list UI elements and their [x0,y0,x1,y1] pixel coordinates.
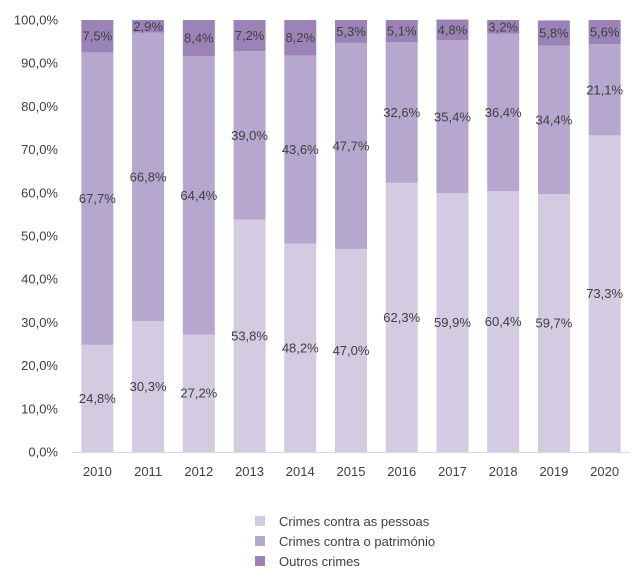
y-tick-label: 10,0% [21,401,58,416]
data-label: 36,4% [485,105,522,120]
x-tick-label: 2016 [387,464,416,479]
data-label: 39,0% [231,128,268,143]
y-tick-label: 60,0% [21,185,58,200]
legend-swatch [255,556,265,566]
bar-segment [588,135,621,452]
legend-swatch [255,536,265,546]
data-label: 32,6% [383,105,420,120]
data-label: 35,4% [434,109,471,124]
data-label: 7,2% [235,28,265,43]
data-label: 4,8% [438,22,468,37]
bar-segment [284,20,317,56]
data-label: 5,8% [539,25,569,40]
data-label: 59,9% [434,315,471,330]
bar-segment [233,51,266,220]
bar-segment [537,194,570,452]
bar-segment [385,42,418,183]
chart-legend: Crimes contra as pessoas Crimes contra o … [255,511,515,571]
legend-swatch [255,516,265,526]
data-label: 7,5% [83,29,113,44]
bar-segment [284,243,317,452]
legend-item: Crimes contra o património [255,531,515,551]
x-tick-label: 2011 [134,464,162,479]
bar-segment [335,248,367,452]
y-tick-label: 50,0% [21,229,58,244]
data-label: 24,8% [79,391,116,406]
data-label: 67,7% [79,191,116,206]
y-tick-label: 70,0% [21,142,58,157]
data-label: 5,6% [590,25,620,40]
bar-segment [487,20,520,34]
data-label: 8,4% [184,31,214,46]
bar-segment [436,19,469,41]
bar-segment [436,193,469,452]
bar-segment [385,20,418,43]
data-label: 5,1% [387,24,417,39]
bar-segment [132,321,165,452]
data-label: 34,4% [535,112,572,127]
x-tick-label: 2015 [337,464,366,479]
bar-segment [132,20,165,33]
x-tick-label: 2013 [235,464,264,479]
bar-segment [81,20,114,53]
bar-segment [537,45,570,195]
bar-segment [233,20,266,52]
x-tick-label: 2019 [539,464,568,479]
data-label: 60,4% [485,314,522,329]
bar-segment [233,219,266,452]
legend-label: Crimes contra o património [279,533,436,549]
data-label: 66,8% [130,169,167,184]
bar-segment [335,20,367,43]
legend-label: Outros crimes [279,553,360,569]
data-label: 73,3% [586,286,623,301]
x-tick-label: 2014 [286,464,315,479]
x-tick-label: 2017 [438,464,467,479]
data-label: 2,9% [133,19,163,34]
y-tick-label: 20,0% [21,358,58,373]
data-label: 48,2% [282,340,319,355]
bar-segment [588,44,621,136]
data-label: 47,7% [333,138,370,153]
y-tick-label: 80,0% [21,99,58,114]
data-label: 53,8% [231,328,268,343]
bar-segment [284,55,317,244]
legend-item: Crimes contra as pessoas [255,511,515,531]
y-tick-label: 40,0% [21,272,58,287]
data-label: 8,2% [285,30,315,45]
data-label: 59,7% [535,316,572,331]
data-label: 21,1% [586,82,623,97]
bar-segment [182,334,215,452]
y-tick-label: 30,0% [21,315,58,330]
stacked-bar-chart: 0,0% 10,0% 20,0% 30,0% 40,0% 50,0% 60,0% 70,0% 8… [14,13,630,479]
legend-item: Outros crimes [255,551,515,571]
data-label: 30,3% [130,379,167,394]
data-label: 62,3% [383,310,420,325]
bar-segment [182,20,215,57]
y-tick-label: 0,0% [28,445,58,460]
bar-segment [588,20,621,45]
data-label: 43,6% [282,142,319,157]
x-tick-label: 2018 [489,464,518,479]
data-label: 3,2% [488,19,518,34]
bar-segment [436,40,469,194]
bar-segment [537,20,570,46]
bar-segment [385,182,418,452]
bar-segment [81,344,114,452]
bar-segment [487,191,520,452]
legend-label: Crimes contra as pessoas [279,513,430,529]
y-tick-label: 90,0% [21,56,58,71]
bar-segment [182,56,215,335]
data-label: 27,2% [180,386,217,401]
bar-segment [81,52,114,345]
bar-segment [335,42,367,249]
y-tick-label: 100,0% [14,13,59,28]
bar-segment [487,33,520,192]
x-tick-label: 2010 [83,464,112,479]
data-label: 5,3% [336,24,366,39]
bar-segment [132,32,165,322]
x-tick-label: 2020 [590,464,619,479]
data-label: 47,0% [333,343,370,358]
x-tick-label: 2012 [184,464,213,479]
data-label: 64,4% [180,188,217,203]
